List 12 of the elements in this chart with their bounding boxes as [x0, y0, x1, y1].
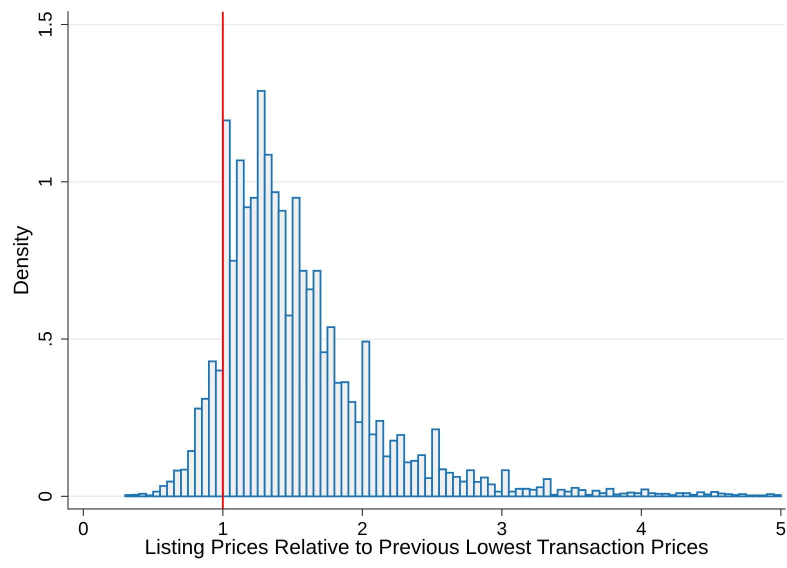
x-tick-label: 4 — [636, 522, 646, 536]
y-tick-label: 1.5 — [38, 12, 52, 36]
y-axis-title: Density — [13, 226, 32, 294]
x-tick-label: 2 — [358, 522, 367, 536]
y-tick-label: .5 — [38, 332, 52, 346]
x-tick-label: 0 — [78, 522, 88, 536]
x-axis-title: Listing Prices Relative to Previous Lowest Transaction Prices — [146, 538, 708, 558]
y-tick-label: 0 — [38, 492, 52, 501]
x-tick-label: 3 — [497, 522, 506, 536]
y-tick-label: 1 — [38, 177, 52, 186]
x-tick-label: 5 — [776, 522, 786, 536]
x-tick-label: 1 — [219, 522, 228, 536]
